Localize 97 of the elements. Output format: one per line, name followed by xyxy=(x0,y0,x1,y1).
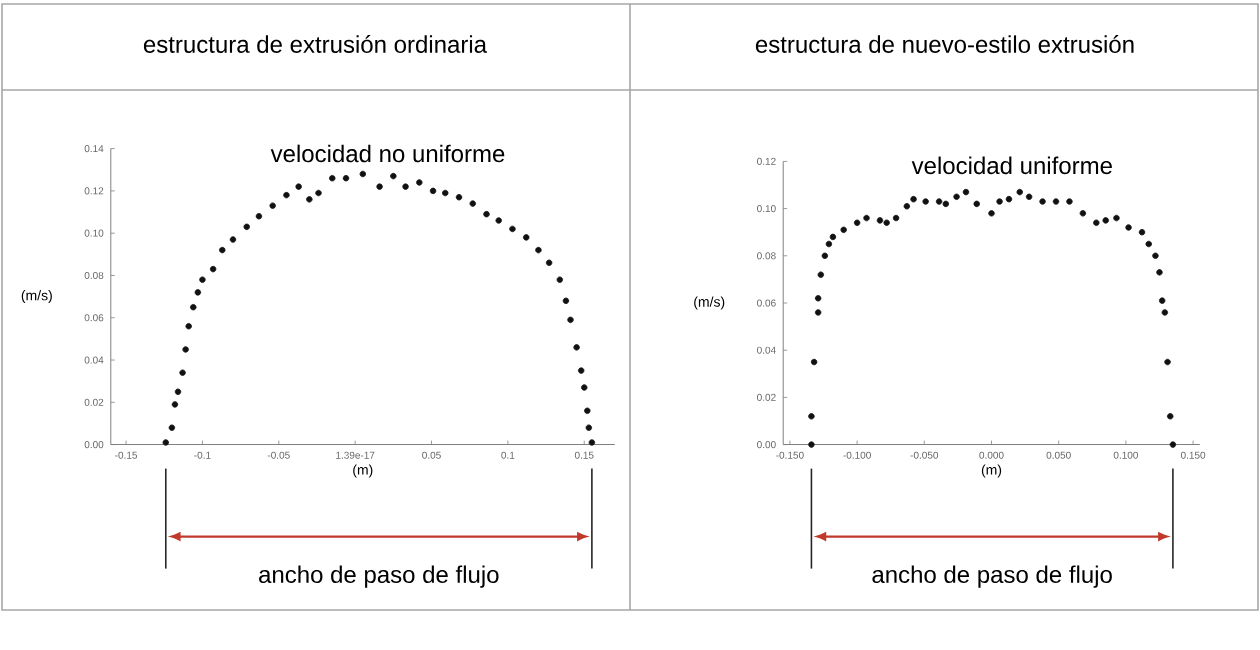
point xyxy=(1158,297,1166,304)
point xyxy=(329,175,336,182)
point xyxy=(315,189,322,197)
point xyxy=(1152,252,1159,259)
point xyxy=(483,210,490,218)
point xyxy=(892,214,900,222)
point xyxy=(162,439,169,446)
point xyxy=(584,407,591,414)
point xyxy=(829,233,837,241)
point xyxy=(359,170,366,178)
point xyxy=(455,194,463,201)
point xyxy=(962,188,970,196)
point xyxy=(810,358,818,366)
point xyxy=(1169,441,1177,448)
point xyxy=(469,200,476,207)
point xyxy=(342,175,350,182)
point xyxy=(840,226,847,234)
point xyxy=(903,203,911,210)
point xyxy=(174,388,182,395)
point xyxy=(495,217,502,224)
point xyxy=(588,439,596,446)
point xyxy=(814,309,822,316)
point xyxy=(269,202,276,209)
point xyxy=(1052,198,1060,205)
point xyxy=(808,441,815,448)
point xyxy=(306,196,313,203)
point xyxy=(1161,309,1169,316)
point xyxy=(808,413,815,420)
point xyxy=(814,295,822,302)
point xyxy=(817,271,825,278)
point xyxy=(171,401,179,408)
point xyxy=(376,183,383,190)
point xyxy=(179,369,186,376)
point xyxy=(209,265,217,273)
chart-title: estructura de nuevo-estilo extrusión xyxy=(755,35,1134,53)
point xyxy=(199,276,206,283)
point xyxy=(863,214,870,222)
point xyxy=(821,252,829,259)
point xyxy=(1164,358,1171,366)
point xyxy=(910,195,917,203)
point xyxy=(1138,229,1146,236)
point xyxy=(562,297,570,305)
point xyxy=(1005,195,1013,203)
point xyxy=(1145,240,1152,248)
point xyxy=(581,384,588,391)
point xyxy=(996,198,1003,205)
point xyxy=(243,223,250,231)
point xyxy=(876,217,884,224)
point xyxy=(1093,219,1100,226)
point xyxy=(402,183,409,190)
point xyxy=(535,246,542,254)
chart-subtitle: velocidad uniforme xyxy=(911,156,1112,175)
point xyxy=(988,210,995,217)
point xyxy=(853,219,861,226)
point xyxy=(429,187,437,195)
point xyxy=(953,193,960,200)
point xyxy=(390,172,397,180)
point xyxy=(190,303,197,311)
point xyxy=(922,198,929,205)
chart-title: estructura de extrusión ordinaria xyxy=(143,35,488,53)
point xyxy=(1156,269,1163,276)
point xyxy=(942,200,950,208)
point xyxy=(585,424,593,431)
point xyxy=(578,367,585,374)
point xyxy=(1079,210,1087,217)
point xyxy=(442,189,449,197)
chart-subtitle: velocidad no uniforme xyxy=(270,144,505,163)
point xyxy=(523,234,530,241)
point xyxy=(825,240,833,248)
point xyxy=(185,323,192,330)
point xyxy=(283,191,290,199)
point xyxy=(1039,198,1046,205)
point xyxy=(1025,193,1033,200)
point xyxy=(545,259,553,266)
point xyxy=(556,276,564,283)
point xyxy=(883,219,890,226)
point xyxy=(509,225,516,233)
point xyxy=(1016,188,1023,196)
text: ancho de paso de flujo xyxy=(872,565,1112,588)
point xyxy=(573,344,580,351)
point xyxy=(1167,413,1174,420)
point xyxy=(416,179,423,186)
point xyxy=(1113,214,1120,222)
point xyxy=(255,213,263,220)
point xyxy=(567,316,574,324)
point xyxy=(973,200,980,208)
point xyxy=(1125,224,1132,231)
point xyxy=(935,198,943,205)
point xyxy=(229,236,237,243)
text: ancho de paso de flujo xyxy=(259,565,499,588)
point xyxy=(295,183,302,190)
point xyxy=(219,246,226,254)
point xyxy=(168,424,176,431)
point xyxy=(1066,198,1073,205)
point xyxy=(182,346,189,353)
point xyxy=(1102,217,1109,224)
point xyxy=(194,289,202,296)
